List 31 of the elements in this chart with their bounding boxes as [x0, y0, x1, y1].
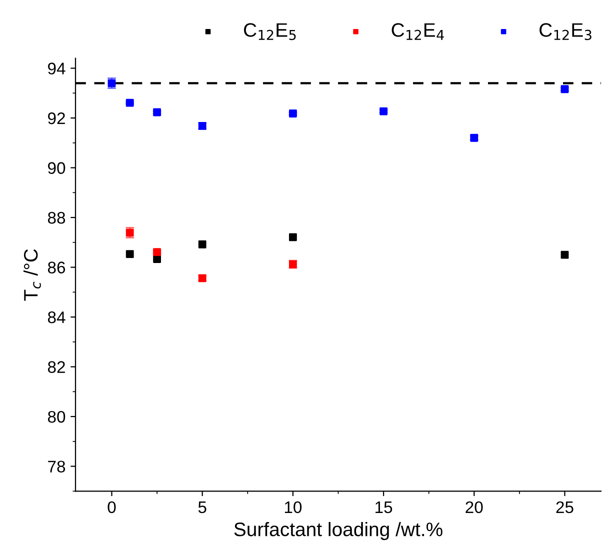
- y-tick-label: 86: [48, 262, 66, 274]
- x-tick-label: 15: [376, 502, 392, 514]
- legend-label: C$_{12}$E$_{4}$: [392, 23, 444, 40]
- x-tick-label: 10: [284, 501, 302, 514]
- legend-label: C$_{12}$E$_{5}$: [244, 23, 296, 40]
- point: [126, 250, 134, 258]
- y-tick-label: 94: [48, 62, 66, 74]
- point: [288, 110, 297, 118]
- y-tick-label: 82: [48, 361, 65, 373]
- point: [153, 248, 161, 256]
- point: [288, 233, 297, 242]
- point: [380, 107, 388, 116]
- point: [126, 98, 134, 107]
- x-tick-label: 25: [556, 501, 574, 514]
- y-tick-label: 84: [48, 311, 66, 324]
- point: [560, 85, 569, 94]
- x-tick-label: 0: [108, 501, 116, 514]
- y-tick-label: 90: [48, 162, 66, 174]
- x-axis-title: Surfactant loading /wt.%: [234, 522, 442, 540]
- legend-label: C$_{12}$E$_{3}$: [540, 23, 592, 40]
- y-axis-title: T$_{c}$ /°C: [23, 249, 41, 301]
- point: [198, 240, 206, 248]
- x-tick-label: 20: [466, 501, 483, 514]
- y-tick-label: 92: [48, 112, 65, 124]
- y-tick-label: 78: [48, 460, 66, 472]
- y-tick-label: 88: [48, 212, 66, 224]
- y-tick-label: 80: [48, 410, 66, 423]
- point: [153, 255, 161, 264]
- point: [560, 250, 569, 259]
- point: [153, 108, 161, 116]
- x-tick-label: 5: [198, 502, 206, 514]
